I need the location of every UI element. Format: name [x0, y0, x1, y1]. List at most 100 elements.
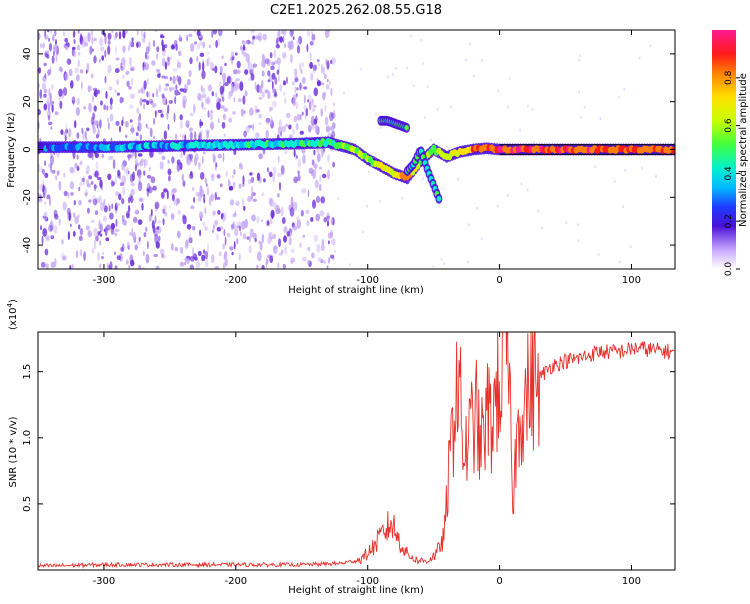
noise-speckle: [258, 153, 263, 160]
noise-speckle: [116, 255, 121, 261]
noise-speckle: [315, 196, 321, 203]
noise-speckle: [236, 60, 241, 69]
noise-speckle: [53, 224, 58, 235]
noise-speckle: [78, 186, 81, 191]
noise-speckle: [169, 76, 172, 82]
noise-speckle: [205, 129, 211, 135]
noise-speckle: [38, 109, 41, 116]
noise-speckle: [316, 243, 321, 253]
noise-speckle: [311, 31, 313, 35]
noise-speckle: [334, 249, 337, 253]
noise-speckle: [96, 89, 100, 95]
noise-speckle: [79, 69, 84, 74]
noise-speckle: [145, 46, 150, 55]
noise-speckle: [316, 152, 321, 163]
noise-speckle: [271, 212, 274, 220]
noise-speckle: [270, 65, 275, 71]
noise-speckle: [316, 77, 319, 82]
noise-speckle: [85, 69, 88, 74]
noise-speckle: [234, 228, 239, 237]
noise-speckle: [204, 205, 207, 213]
noise-speckle: [198, 61, 201, 71]
noise-speckle: [325, 84, 330, 90]
noise-speckle: [189, 153, 194, 160]
noise-speckle: [231, 251, 234, 256]
noise-speckle: [189, 131, 193, 141]
noise-speckle: [132, 231, 137, 242]
noise-speckle: [87, 32, 91, 43]
noise-speckle: [205, 97, 210, 104]
noise-speckle: [40, 261, 46, 268]
noise-speckle: [307, 246, 311, 252]
noise-speckle: [197, 250, 202, 256]
noise-speckle: [311, 33, 316, 41]
noise-speckle: [156, 46, 160, 53]
noise-speckle: [285, 112, 291, 119]
noise-speckle: [313, 163, 318, 169]
noise-speckle: [649, 44, 652, 48]
noise-speckle: [114, 176, 118, 185]
noise-speckle: [43, 211, 48, 222]
noise-speckle: [217, 118, 220, 124]
noise-speckle: [424, 116, 427, 120]
noise-speckle: [61, 252, 64, 261]
noise-speckle: [343, 91, 345, 95]
noise-speckle: [114, 265, 118, 269]
noise-speckle: [63, 190, 68, 197]
noise-speckle: [238, 183, 242, 189]
noise-speckle: [168, 175, 171, 182]
noise-speckle: [199, 188, 204, 198]
colorbar-tick-label: 0.8: [724, 70, 734, 85]
noise-speckle: [217, 153, 222, 159]
noise-speckle: [638, 56, 641, 60]
noise-speckle: [63, 172, 66, 178]
noise-speckle: [91, 152, 94, 161]
noise-speckle: [231, 84, 234, 94]
noise-speckle: [295, 101, 299, 110]
noise-speckle: [78, 235, 83, 241]
noise-speckle: [292, 201, 298, 211]
noise-speckle: [189, 264, 194, 269]
noise-speckle: [271, 72, 276, 80]
noise-speckle: [50, 83, 54, 90]
noise-speckle: [74, 216, 79, 225]
noise-speckle: [258, 122, 261, 125]
noise-speckle: [190, 43, 195, 52]
noise-speckle: [187, 78, 191, 86]
noise-speckle: [185, 120, 190, 128]
noise-speckle: [330, 217, 334, 226]
snr-series: [38, 332, 675, 569]
noise-speckle: [65, 123, 68, 132]
noise-speckle: [520, 182, 523, 186]
noise-speckle: [299, 130, 304, 135]
noise-speckle: [221, 121, 226, 129]
noise-speckle: [317, 59, 320, 63]
noise-speckle: [184, 261, 187, 266]
noise-speckle: [50, 235, 55, 240]
noise-speckle: [79, 181, 83, 187]
noise-speckle: [194, 256, 198, 261]
noise-speckle: [48, 88, 51, 97]
noise-speckle: [242, 175, 245, 185]
noise-speckle: [99, 223, 103, 233]
snr-multiplier-exponent: 4: [6, 302, 14, 307]
noise-speckle: [99, 230, 101, 234]
noise-speckle: [56, 170, 60, 176]
noise-speckle: [241, 220, 246, 230]
noise-speckle: [326, 220, 330, 227]
noise-speckle: [156, 226, 160, 230]
noise-speckle: [107, 40, 111, 45]
noise-speckle: [167, 104, 170, 114]
noise-speckle: [75, 250, 79, 259]
noise-speckle: [104, 49, 107, 58]
noise-speckle: [337, 196, 340, 200]
noise-speckle: [329, 111, 334, 122]
noise-speckle: [290, 30, 294, 35]
noise-speckle: [200, 129, 203, 136]
noise-speckle: [323, 147, 325, 152]
noise-speckle: [599, 117, 602, 121]
noise-speckle: [93, 37, 97, 42]
noise-speckle: [215, 40, 218, 48]
noise-speckle: [269, 106, 272, 112]
noise-speckle: [243, 205, 246, 211]
